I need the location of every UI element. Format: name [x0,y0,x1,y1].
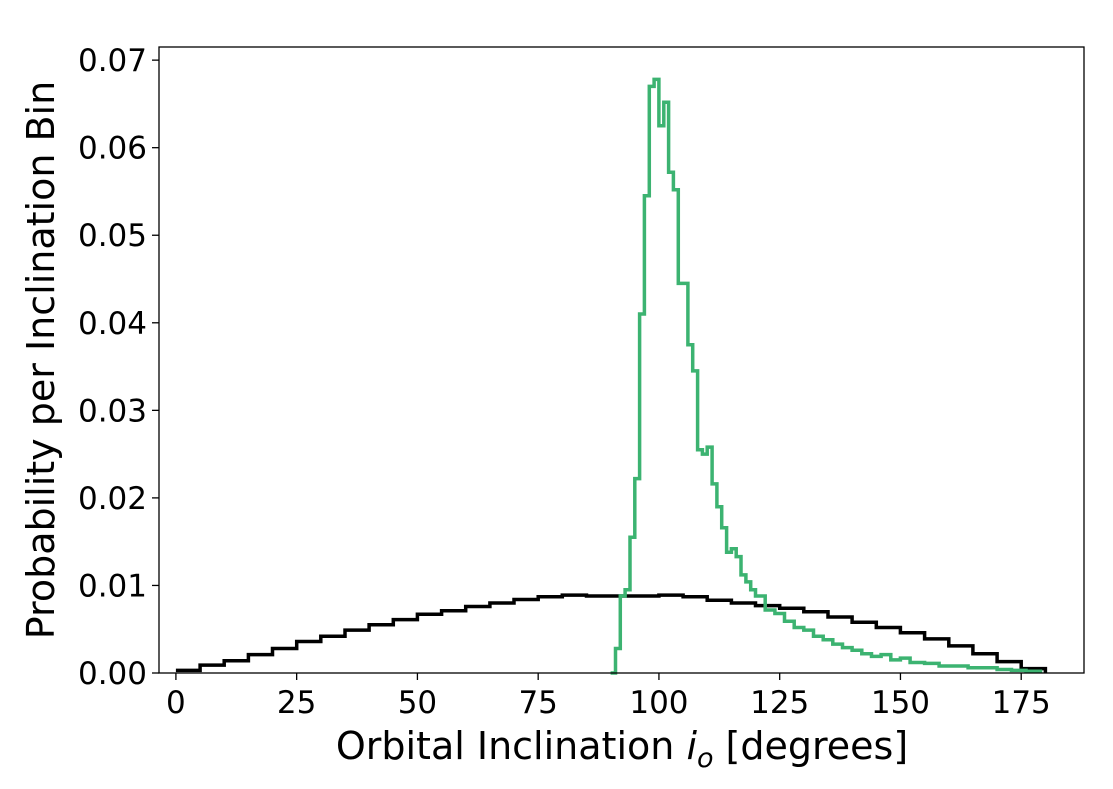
series-line-1 [175,593,1048,673]
x-axis-title: Orbital Inclination io [degrees] [336,724,908,774]
x-axis-title-subscript: o [697,743,714,774]
x-axis-title-unit: [degrees] [726,724,909,768]
y-tick-label: 0.00 [78,656,147,692]
y-tick-label: 0.07 [78,43,147,79]
y-tick-label: 0.03 [78,393,147,429]
x-tick-label: 0 [166,685,186,721]
x-tick-label: 175 [992,685,1051,721]
x-tick-label: 50 [398,685,437,721]
x-axis: 0 25 50 75 100 125 150 175 [166,673,1051,721]
x-tick-label: 125 [750,685,809,721]
y-tick-label: 0.02 [78,481,147,517]
x-tick-label: 25 [277,685,316,721]
y-tick-label: 0.04 [78,306,147,342]
x-tick-label: 75 [518,685,557,721]
series-line-2 [610,77,1043,675]
y-tick-label: 0.01 [78,568,147,604]
y-tick-label: 0.05 [78,218,147,254]
plot-frame [158,46,1085,674]
y-tick-label: 0.06 [78,131,147,167]
y-axis-title: Probability per Inclination Bin [19,81,63,639]
series-layer [175,77,1048,675]
x-axis-title-symbol: i [686,724,697,768]
x-tick-label: 150 [871,685,930,721]
y-axis: 0.00 0.01 0.02 0.03 0.04 0.05 0.06 0.07 [78,43,159,692]
x-tick-label: 100 [629,685,688,721]
x-axis-title-text: Orbital Inclination [336,724,675,768]
